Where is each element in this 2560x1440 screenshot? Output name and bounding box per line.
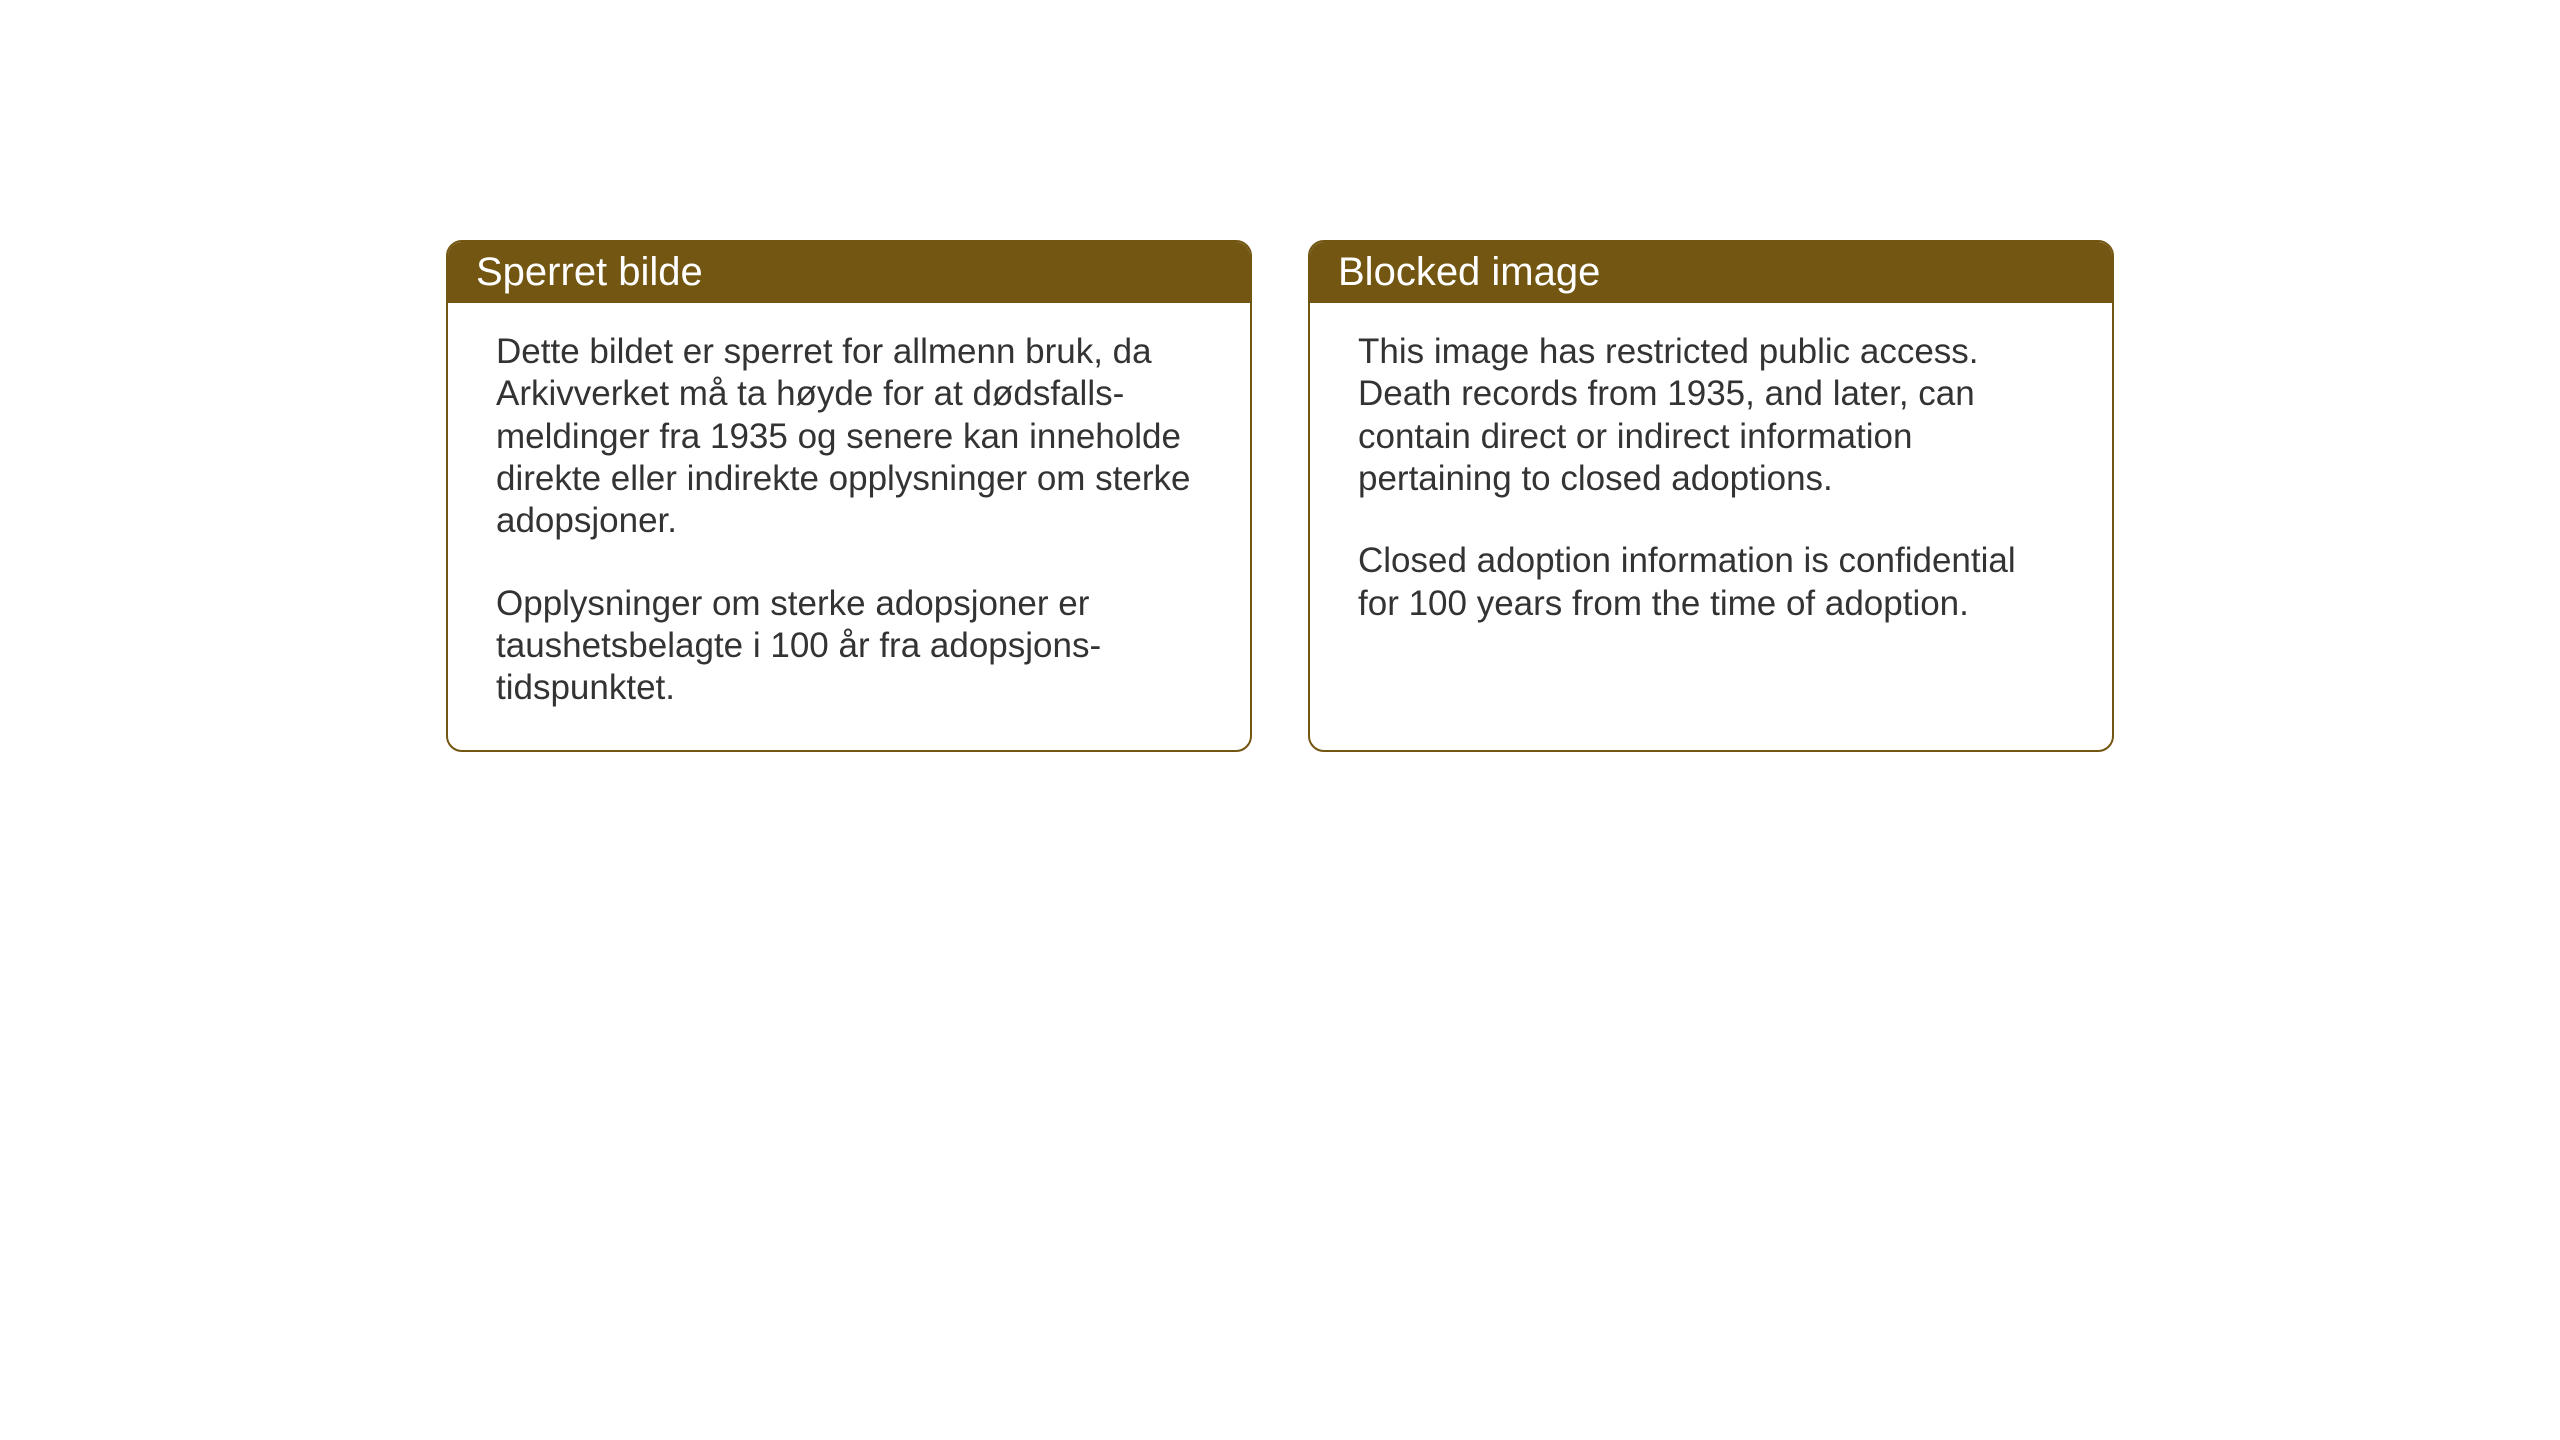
notice-paragraph-2: Closed adoption information is confident…: [1358, 540, 2064, 625]
notice-body: Dette bildet er sperret for allmenn bruk…: [448, 303, 1250, 750]
notice-box-norwegian: Sperret bilde Dette bildet er sperret fo…: [446, 240, 1252, 752]
notice-body: This image has restricted public access.…: [1310, 303, 2112, 735]
notice-title: Sperret bilde: [476, 250, 703, 294]
notice-paragraph-2: Opplysninger om sterke adopsjoner er tau…: [496, 583, 1202, 710]
notice-box-english: Blocked image This image has restricted …: [1308, 240, 2114, 752]
notice-paragraph-1: This image has restricted public access.…: [1358, 331, 2064, 500]
notice-header: Blocked image: [1310, 242, 2112, 303]
notice-paragraph-1: Dette bildet er sperret for allmenn bruk…: [496, 331, 1202, 543]
notice-title: Blocked image: [1338, 250, 1600, 294]
notice-header: Sperret bilde: [448, 242, 1250, 303]
notice-container: Sperret bilde Dette bildet er sperret fo…: [446, 240, 2114, 752]
